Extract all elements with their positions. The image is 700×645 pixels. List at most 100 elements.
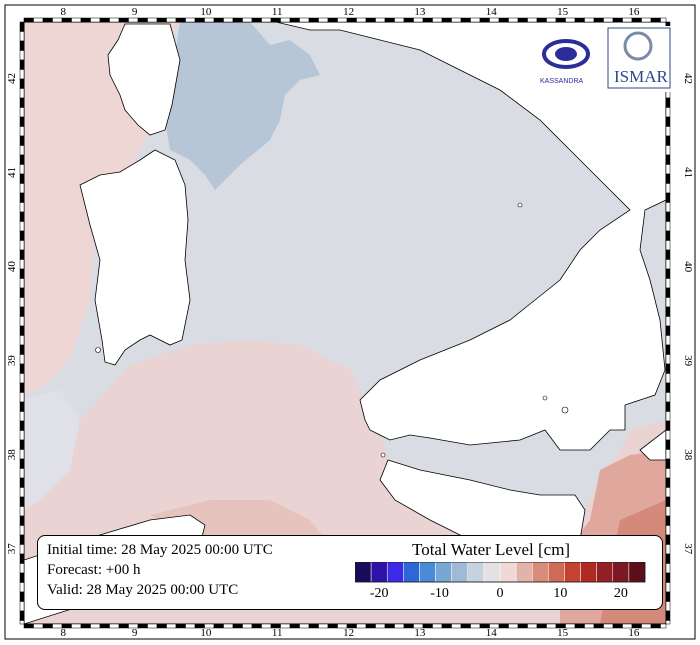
frame-segment — [19, 230, 25, 241]
frame-segment — [665, 202, 671, 213]
frame-segment — [665, 249, 671, 260]
frame-segment — [299, 17, 310, 23]
frame-segment — [19, 88, 25, 99]
frame-segment — [665, 173, 671, 184]
frame-segment — [441, 17, 452, 23]
frame-segment — [394, 17, 405, 23]
corsica-land — [107, 23, 181, 136]
frame-segment — [574, 17, 585, 23]
frame-segment — [394, 623, 405, 629]
frame-segment — [118, 17, 129, 23]
frame-segment — [19, 278, 25, 289]
frame-segment — [665, 439, 671, 450]
frame-segment — [99, 17, 110, 23]
colorbar-swatch — [451, 562, 469, 583]
lon-tick-label: 14 — [486, 6, 498, 18]
frame-segment — [665, 449, 671, 460]
frame-segment — [19, 620, 25, 625]
frame-segment — [33, 623, 44, 629]
southeast-land — [639, 429, 666, 461]
frame-segment — [80, 623, 91, 629]
frame-segment — [19, 316, 25, 327]
frame-segment — [19, 458, 25, 469]
frame-segment — [665, 420, 671, 431]
frame-segment — [422, 17, 433, 23]
lon-tick-label: 10 — [200, 6, 212, 18]
frame-segment — [517, 623, 528, 629]
frame-segment — [665, 211, 671, 222]
colorbar-swatch — [596, 562, 614, 583]
frame-segment — [19, 249, 25, 260]
kassandra-logo-icon: KASSANDRA ISMAR — [530, 26, 672, 92]
frame-segment — [213, 623, 224, 629]
frame-segment — [593, 17, 604, 23]
island-4 — [95, 347, 101, 353]
frame-segment — [641, 623, 652, 629]
frame-segment — [327, 17, 338, 23]
frame-segment — [356, 623, 367, 629]
frame-segment — [665, 534, 671, 545]
lat-tick-label: 42 — [6, 73, 18, 84]
frame-segment — [527, 17, 538, 23]
frame-segment — [19, 183, 25, 194]
lat-tick-label: 38 — [6, 449, 18, 461]
frame-segment — [137, 623, 148, 629]
frame-segment — [451, 17, 462, 23]
frame-segment — [527, 623, 538, 629]
frame-segment — [665, 601, 671, 612]
frame-segment — [508, 17, 519, 23]
map-outer-frame — [4, 4, 696, 640]
frame-segment — [19, 515, 25, 526]
frame-segment — [19, 582, 25, 593]
lon-tick-label: 15 — [557, 627, 569, 639]
frame-segment — [517, 17, 528, 23]
frame-segment — [280, 17, 291, 23]
frame-segment — [19, 306, 25, 317]
frame-segment — [665, 620, 671, 625]
frame-segment — [19, 154, 25, 165]
frame-segment — [19, 173, 25, 184]
frame-segment — [19, 373, 25, 384]
ismar-logo-icon: ISMAR — [614, 67, 669, 86]
frame-segment — [508, 623, 519, 629]
svg-text:KASSANDRA: KASSANDRA — [540, 78, 584, 85]
frame-segment — [574, 623, 585, 629]
frame-segment — [413, 17, 424, 23]
info-panel: Initial time: 28 May 2025 00:00 UTC Fore… — [37, 535, 663, 610]
frame-segment — [71, 17, 82, 23]
lon-tick-label: 16 — [628, 627, 640, 639]
lat-tick-label: 41 — [682, 167, 694, 178]
frame-segment — [19, 392, 25, 403]
frame-segment — [665, 335, 671, 346]
frame-segment — [42, 623, 53, 629]
frame-segment — [318, 623, 329, 629]
frame-segment — [603, 623, 614, 629]
frame-segment — [223, 17, 234, 23]
frame-segment — [19, 401, 25, 412]
colorbar-swatch — [355, 562, 372, 583]
frame-segment — [19, 287, 25, 298]
frame-segment — [19, 97, 25, 108]
frame-segment — [19, 449, 25, 460]
colorbar-swatch — [628, 562, 646, 583]
north-negative-sea — [165, 22, 320, 190]
frame-segment — [19, 297, 25, 308]
frame-segment — [612, 623, 623, 629]
lat-tick-label: 38 — [682, 449, 694, 461]
island-1 — [561, 406, 569, 414]
colorbar-tick-label: 10 — [553, 586, 568, 601]
frame-segment — [185, 623, 196, 629]
island-2 — [542, 395, 548, 401]
frame-segment — [451, 623, 462, 629]
frame-segment — [536, 17, 547, 23]
frame-segment — [19, 572, 25, 583]
frame-segment — [23, 17, 34, 23]
frame-segment — [19, 126, 25, 137]
frame-segment — [665, 221, 671, 232]
colorbar-tick-label: 20 — [613, 586, 628, 601]
frame-segment — [261, 17, 272, 23]
lon-tick-label: 8 — [60, 6, 66, 18]
frame-segment — [204, 17, 215, 23]
frame-segment — [498, 17, 509, 23]
frame-segment — [19, 145, 25, 156]
